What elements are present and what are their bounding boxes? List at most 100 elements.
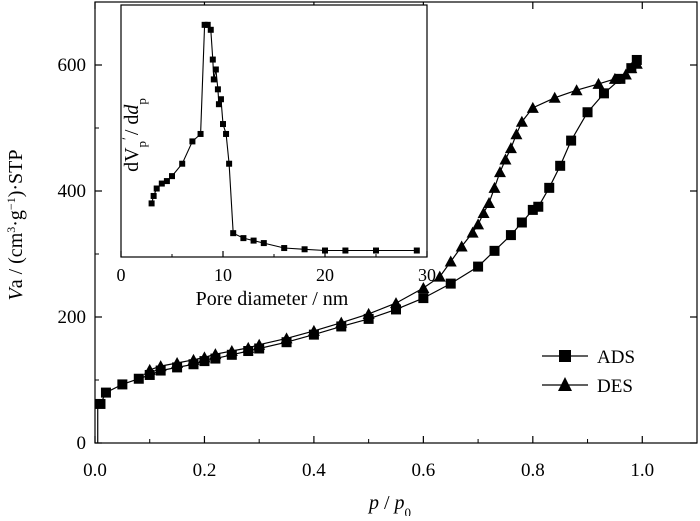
des-point [225, 345, 238, 357]
inset-point [153, 185, 160, 192]
inset-series [148, 21, 420, 254]
des-point [466, 226, 479, 238]
main-y-tick-label: 600 [58, 55, 87, 76]
main-x-tick-label: 0.2 [193, 460, 217, 481]
des-point [444, 255, 457, 267]
des-point [625, 62, 638, 74]
ads-point [489, 245, 500, 256]
inset-point [215, 101, 222, 108]
inset-ticks: 0 10 20 30 [117, 251, 436, 285]
main-x-tick-label: 0.6 [411, 460, 435, 481]
des-point [493, 166, 506, 178]
inset-plot-frame [120, 4, 428, 258]
inset-point [150, 192, 157, 199]
legend: ADS DES [542, 347, 635, 397]
inset-point [214, 86, 221, 93]
des-point [608, 72, 621, 84]
main-y-tick-label: 0 [77, 433, 87, 454]
des-point [390, 297, 402, 309]
inset-x-tick-label: 10 [214, 265, 232, 285]
inset-x-axis-title: Pore diameter / nm [196, 288, 349, 310]
ads-point [516, 217, 527, 228]
des-point [362, 307, 375, 319]
inset-point [158, 180, 165, 187]
des-point [483, 196, 496, 208]
inset-point [179, 160, 186, 167]
ads-point [445, 278, 456, 289]
main-x-axis-title: p / p0 [367, 492, 411, 516]
ads-point [505, 230, 516, 241]
main-y-axis-title: Va / (cm3·g−1)·STP [4, 150, 27, 301]
inset-point [322, 247, 328, 254]
inset-point [163, 178, 170, 185]
legend-label-des: DES [597, 376, 633, 397]
inset-point [210, 76, 217, 83]
des-point [143, 363, 156, 375]
ads-point [95, 398, 106, 409]
des-point [472, 218, 485, 230]
ads-point [566, 135, 577, 146]
inset-point [230, 230, 237, 237]
des-point [504, 142, 517, 154]
des-point [187, 353, 200, 365]
des-point [335, 316, 348, 328]
main-plot-frame [94, 1, 698, 444]
ads-point [418, 293, 429, 304]
inset-x-tick-label: 20 [316, 265, 334, 285]
ads-point [473, 261, 484, 272]
inset-point [226, 160, 233, 167]
des-point [548, 91, 561, 103]
inset-point [207, 26, 214, 33]
des-point [154, 360, 167, 372]
des-point [488, 181, 501, 193]
inset-point [373, 247, 379, 254]
legend-entry-des: DES [542, 376, 633, 397]
inset-point [250, 237, 257, 244]
inset-point [217, 96, 224, 103]
inset-point [169, 173, 175, 180]
inset-point [342, 247, 349, 254]
ads-point [527, 204, 538, 215]
main-y-tick-label: 400 [58, 181, 87, 202]
inset-point [212, 66, 219, 73]
des-point [510, 128, 523, 140]
ads-point [100, 387, 111, 398]
inset-point [220, 121, 226, 128]
ads-point [598, 88, 609, 99]
des-point [526, 101, 539, 113]
des-point [630, 57, 643, 69]
ads-point [555, 160, 566, 171]
inset-x-tick-label: 0 [117, 265, 126, 285]
main-x-tick-label: 0.4 [302, 460, 326, 481]
inset-point [301, 246, 308, 253]
ads-point [533, 201, 544, 212]
legend-label-ads: ADS [597, 347, 635, 368]
des-point [171, 356, 184, 368]
inset-point [281, 245, 288, 252]
inset-x-tick-label: 30 [418, 265, 436, 285]
main-x-tick-label: 0.0 [83, 460, 107, 481]
des-point [477, 207, 490, 219]
inset-point [148, 200, 155, 207]
des-point [619, 68, 632, 80]
des-point [515, 115, 528, 127]
inset-point [260, 240, 267, 247]
main-series [95, 54, 643, 443]
des-point [570, 84, 583, 96]
ads-point [117, 379, 128, 390]
ads-point [582, 107, 593, 118]
main-x-tick-label: 1.0 [630, 460, 654, 481]
des-point [280, 332, 293, 344]
inset-point [240, 235, 247, 242]
ads-point [144, 369, 155, 380]
des-point [455, 240, 468, 252]
inset-point [413, 247, 420, 254]
main-x-tick-label: 0.8 [521, 460, 545, 481]
series-line-ads [99, 59, 638, 405]
ads-point [391, 304, 401, 315]
ads-point [544, 182, 555, 193]
des-point [499, 153, 512, 165]
